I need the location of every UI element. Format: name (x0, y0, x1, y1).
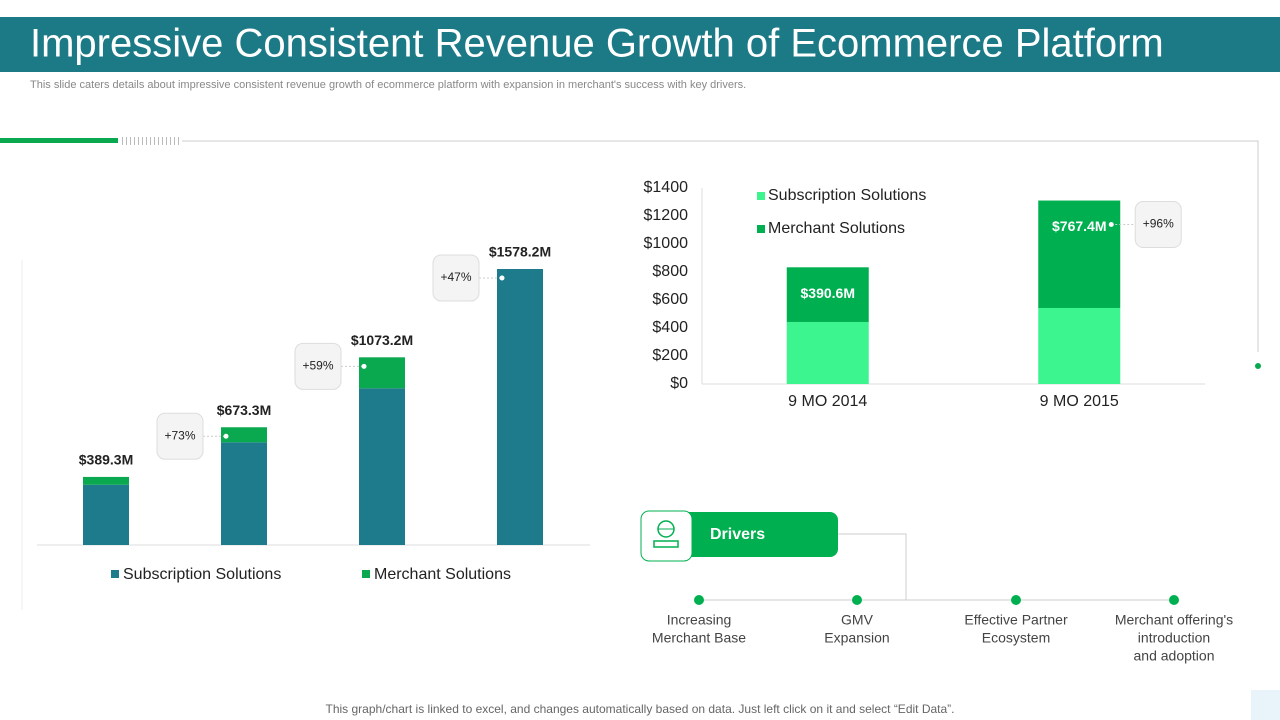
driver-dot (852, 595, 862, 605)
bar-segment (359, 357, 405, 389)
legend-swatch (111, 570, 119, 578)
y-tick-label: $1400 (644, 179, 689, 196)
total-label: $1073.2M (351, 332, 413, 348)
frame-dot (1255, 363, 1261, 369)
driver-label: Merchant Base (652, 630, 746, 646)
driver-label: Increasing (667, 612, 732, 628)
driver-label: Ecosystem (982, 630, 1050, 646)
corner-box (1251, 690, 1280, 720)
subtitle: This slide caters details about impressi… (30, 79, 746, 91)
y-tick-label: $0 (670, 375, 688, 392)
value-label: $767.4M (1052, 218, 1106, 234)
y-tick-label: $200 (652, 347, 688, 364)
drivers-icon-box (640, 510, 693, 562)
growth-dot (361, 363, 367, 369)
driver-label: Merchant offering's (1115, 612, 1233, 628)
bar-segment (1038, 200, 1121, 308)
y-tick-label: $1200 (644, 207, 689, 224)
y-tick-label: $1000 (644, 235, 689, 252)
growth-dot (223, 433, 229, 439)
growth-dot (1108, 222, 1114, 228)
x-tick-label: 9 MO 2014 (788, 393, 867, 410)
header-bar (0, 17, 1280, 72)
driver-dot (694, 595, 704, 605)
bar-segment (83, 484, 129, 545)
driver-label: Expansion (824, 630, 889, 646)
x-tick-label: 9 MO 2015 (1040, 393, 1119, 410)
drivers-title: Drivers (710, 526, 765, 543)
growth-label: +47% (440, 270, 471, 284)
bar-segment (83, 476, 129, 485)
bar-segment (786, 267, 869, 322)
y-tick-label: $800 (652, 263, 688, 280)
bar-segment (786, 321, 869, 384)
value-label: $390.6M (801, 285, 855, 301)
connector (838, 533, 907, 600)
title: Impressive Consistent Revenue Growth of … (30, 22, 1164, 66)
driver-label: GMV (841, 612, 874, 628)
driver-dot (1169, 595, 1179, 605)
growth-bubble (156, 412, 204, 460)
legend-label: Merchant Solutions (374, 566, 511, 583)
frame-line (182, 140, 1259, 352)
legend-swatch (362, 570, 370, 578)
legend-label: Merchant Solutions (768, 220, 905, 237)
accent-bar (0, 138, 118, 143)
bar-segment (1038, 307, 1121, 384)
growth-label: +59% (302, 358, 333, 372)
legend-swatch (757, 225, 765, 233)
growth-dot (499, 275, 505, 281)
total-label: $389.3M (79, 452, 133, 468)
y-tick-label: $600 (652, 291, 688, 308)
driver-label: and adoption (1134, 648, 1215, 664)
growth-bubble (294, 342, 342, 390)
growth-bubble (1134, 201, 1182, 249)
hands-icon (653, 540, 679, 548)
legend-label: Subscription Solutions (768, 187, 926, 204)
bar-segment (359, 388, 405, 545)
total-label: $1578.2M (489, 244, 551, 260)
y-tick-label: $400 (652, 319, 688, 336)
legend-swatch (757, 192, 765, 200)
driver-label: Effective Partner (964, 612, 1068, 628)
driver-dot (1011, 595, 1021, 605)
growth-bubble (432, 254, 480, 302)
total-label: $673.3M (217, 402, 271, 418)
legend-label: Subscription Solutions (123, 566, 281, 583)
driver-label: introduction (1138, 630, 1210, 646)
footer: This graph/chart is linked to excel, and… (326, 702, 955, 716)
bar-segment (221, 427, 267, 443)
bar-segment (497, 269, 543, 545)
growth-label: +96% (1143, 217, 1174, 231)
growth-label: +73% (164, 428, 195, 442)
bar-segment (221, 442, 267, 545)
